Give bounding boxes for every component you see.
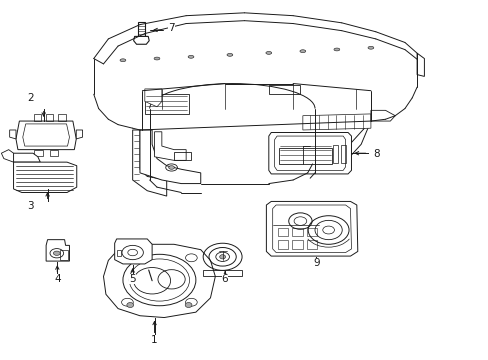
- Bar: [277, 240, 287, 249]
- Text: 9: 9: [312, 258, 319, 268]
- Ellipse shape: [120, 59, 125, 62]
- Text: 7: 7: [168, 23, 174, 33]
- Ellipse shape: [168, 166, 174, 169]
- Text: 5: 5: [129, 274, 136, 284]
- Polygon shape: [274, 136, 345, 170]
- Text: 3: 3: [27, 201, 34, 211]
- Text: 4: 4: [54, 274, 61, 284]
- Polygon shape: [416, 53, 424, 76]
- Bar: [340, 145, 345, 163]
- Bar: [306, 240, 317, 249]
- Text: 8: 8: [372, 149, 379, 159]
- Bar: [116, 249, 121, 256]
- Text: 1: 1: [151, 335, 158, 345]
- Bar: [203, 270, 242, 276]
- Ellipse shape: [367, 46, 373, 49]
- Polygon shape: [115, 239, 152, 264]
- Bar: [306, 228, 317, 237]
- Polygon shape: [140, 130, 201, 184]
- Bar: [34, 114, 41, 121]
- Polygon shape: [103, 244, 215, 318]
- Polygon shape: [76, 130, 82, 139]
- Polygon shape: [14, 162, 77, 193]
- Polygon shape: [312, 121, 370, 164]
- Bar: [174, 153, 191, 160]
- Ellipse shape: [333, 48, 339, 51]
- Ellipse shape: [185, 302, 192, 307]
- Ellipse shape: [265, 51, 271, 54]
- Bar: [49, 150, 58, 156]
- Text: 6: 6: [221, 274, 228, 284]
- Bar: [268, 85, 300, 94]
- Bar: [34, 150, 42, 156]
- Bar: [144, 94, 188, 114]
- Polygon shape: [154, 132, 186, 160]
- Polygon shape: [302, 114, 370, 130]
- Ellipse shape: [154, 57, 160, 60]
- Polygon shape: [302, 134, 326, 166]
- Bar: [58, 114, 65, 121]
- Polygon shape: [268, 132, 351, 174]
- Ellipse shape: [219, 255, 225, 259]
- Polygon shape: [266, 202, 357, 256]
- Bar: [291, 240, 302, 249]
- Ellipse shape: [53, 251, 60, 255]
- Polygon shape: [23, 124, 69, 146]
- Polygon shape: [10, 130, 16, 139]
- Polygon shape: [272, 205, 351, 252]
- Polygon shape: [144, 89, 162, 107]
- Bar: [277, 228, 287, 237]
- Polygon shape: [16, 121, 76, 150]
- Ellipse shape: [126, 302, 133, 307]
- Bar: [278, 148, 331, 164]
- Ellipse shape: [188, 55, 194, 58]
- Bar: [333, 145, 338, 163]
- Polygon shape: [133, 36, 149, 44]
- Bar: [46, 114, 53, 121]
- Bar: [137, 22, 145, 36]
- Ellipse shape: [299, 50, 305, 53]
- Bar: [60, 249, 68, 260]
- Text: 2: 2: [27, 93, 34, 103]
- Polygon shape: [370, 111, 394, 121]
- Bar: [291, 228, 302, 237]
- Ellipse shape: [226, 53, 232, 56]
- Polygon shape: [1, 150, 14, 162]
- Polygon shape: [46, 240, 69, 261]
- Polygon shape: [132, 130, 166, 196]
- Polygon shape: [14, 153, 40, 162]
